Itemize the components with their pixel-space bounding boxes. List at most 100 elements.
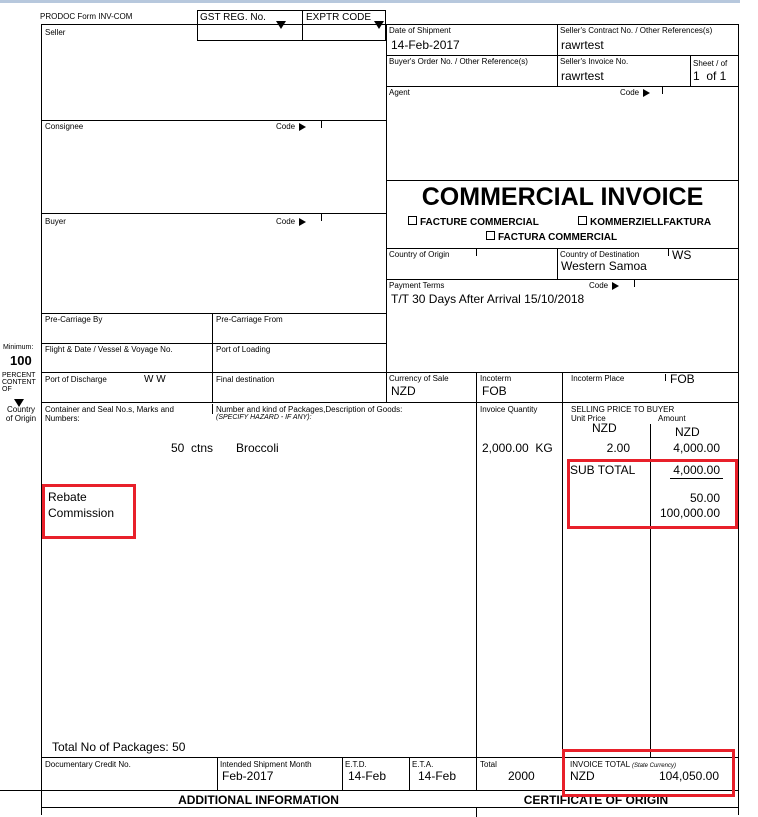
- sellers-invoice-label: Seller's Invoice No.: [560, 57, 629, 66]
- seller-box[interactable]: [41, 24, 387, 121]
- divider: [217, 757, 218, 791]
- line-unit-price: 2.00: [606, 441, 630, 455]
- date-of-shipment-label: Date of Shipment: [389, 26, 451, 35]
- tick: [665, 374, 666, 381]
- intended-month-value: Feb-2017: [222, 769, 274, 783]
- pre-carriage-by-label: Pre-Carriage By: [45, 315, 103, 324]
- highlight-box: [42, 484, 136, 539]
- tick: [662, 87, 663, 94]
- etd-value: 14-Feb: [348, 769, 387, 783]
- unit-currency: NZD: [592, 421, 617, 435]
- rebate-value: 50.00: [689, 491, 720, 505]
- checkbox-icon: [486, 231, 495, 240]
- consignee-box[interactable]: [41, 120, 387, 214]
- amount-currency: NZD: [675, 425, 700, 439]
- divider: [476, 402, 477, 758]
- currency-label: Currency of Sale: [389, 374, 449, 383]
- country-of-destination-code: WS: [672, 248, 692, 262]
- tick: [476, 249, 477, 256]
- country-of-destination-label: Country of Destination: [560, 250, 640, 259]
- divider: [342, 757, 343, 791]
- arrow-icon: [299, 122, 307, 131]
- divider: [41, 807, 739, 808]
- total-value: 2000: [508, 769, 535, 783]
- incoterm-place-value: FOB: [670, 372, 695, 386]
- exptr-code-field[interactable]: [302, 10, 386, 41]
- percent-value: 100: [10, 353, 32, 368]
- doc-credit-label: Documentary Credit No.: [45, 760, 131, 769]
- highlight-box: [567, 459, 738, 529]
- dropdown-icon[interactable]: [374, 16, 384, 34]
- flight-label: Flight & Date / Vessel & Voyage No.: [45, 345, 173, 354]
- goods-box: [41, 402, 739, 758]
- divider: [0, 790, 41, 791]
- agent-label: Agent: [389, 88, 410, 97]
- agent-box[interactable]: [386, 86, 739, 181]
- dropdown-icon[interactable]: [14, 394, 24, 412]
- seller-label: Seller: [45, 28, 66, 37]
- code-label: Code: [276, 122, 307, 131]
- marks-label: Container and Seal No.s, Marks and Numbe…: [45, 405, 174, 423]
- eta-value: 14-Feb: [418, 769, 457, 783]
- final-destination-label: Final destination: [216, 375, 275, 384]
- buyer-label: Buyer: [45, 217, 66, 226]
- top-bar: [0, 0, 740, 3]
- document-title: COMMERCIAL INVOICE: [421, 183, 704, 211]
- sellers-contract-value: rawrtest: [561, 38, 604, 52]
- sellers-contract-label: Seller's Contract No. / Other References…: [560, 26, 713, 35]
- code-label: Code: [620, 88, 651, 97]
- country-of-origin-side-label: Country of Origin: [5, 405, 37, 423]
- country-of-destination-value: Western Samoa: [561, 259, 647, 273]
- buyer-box[interactable]: [41, 213, 387, 314]
- selling-price-label: SELLING PRICE TO BUYER: [571, 405, 675, 414]
- commission-value: 100,000.00: [659, 506, 720, 520]
- eta-label: E.T.A.: [412, 760, 434, 769]
- form-id: PRODOC Form INV-COM: [40, 12, 133, 21]
- line-quantity: 2,000.00 KG: [482, 441, 553, 455]
- total-label: Total: [480, 760, 497, 769]
- payment-terms-value: T/T 30 Days After Arrival 15/10/2018: [391, 292, 585, 306]
- total-packages: Total No of Packages: 50: [52, 740, 186, 754]
- payment-terms-label: Payment Terms: [389, 281, 445, 290]
- code-label: Code: [276, 217, 307, 226]
- currency-value: NZD: [391, 384, 416, 398]
- alt-title-fr: FACTURE COMMERCIAL: [408, 216, 539, 228]
- additional-row: [41, 790, 739, 815]
- consignee-label: Consignee: [45, 122, 84, 131]
- date-of-shipment-value: 14-Feb-2017: [391, 38, 460, 52]
- checkbox-icon: [408, 216, 417, 225]
- tick: [668, 249, 669, 256]
- arrow-icon: [299, 217, 307, 226]
- port-of-discharge-value: W W: [144, 374, 166, 385]
- arrow-icon: [612, 281, 620, 290]
- alt-title-es: FACTURA COMMERCIAL: [486, 231, 617, 243]
- code-label: Code: [589, 281, 620, 290]
- bottom-row: [41, 757, 739, 791]
- hazard-label: (SPECIFY HAZARD - IF ANY):: [216, 414, 312, 421]
- sheet-value: 1 of 1: [693, 69, 727, 83]
- percent-content-label: PERCENT CONTENT OF: [2, 372, 36, 393]
- minimum-label: Minimum:: [3, 344, 34, 351]
- etd-label: E.T.D.: [345, 760, 367, 769]
- country-of-origin-label: Country of Origin: [389, 250, 450, 259]
- port-of-discharge-label: Port of Discharge: [45, 375, 107, 384]
- dropdown-icon[interactable]: [276, 16, 286, 34]
- divider: [476, 807, 477, 817]
- divider: [476, 757, 477, 791]
- divider: [212, 313, 213, 402]
- subtotal-label: SUB TOTAL: [570, 463, 636, 477]
- divider: [409, 757, 410, 791]
- tick: [321, 121, 322, 128]
- subtotal-value: 4,000.00: [673, 463, 720, 477]
- invoice-total-currency: NZD: [570, 769, 595, 783]
- line-amount: 4,000.00: [673, 441, 720, 455]
- tick: [634, 280, 635, 287]
- invoice-total-label: INVOICE TOTAL (State Currency): [570, 760, 676, 769]
- invoice-total-value: 104,050.00: [658, 769, 719, 783]
- alt-title-de: KOMMERZIELLFAKTURA: [578, 216, 711, 228]
- amount-label: Amount: [658, 414, 686, 423]
- exptr-code-label: EXPTR CODE: [306, 12, 372, 23]
- highlight-box: [562, 749, 735, 797]
- buyers-order-label: Buyer's Order No. / Other Reference(s): [389, 57, 528, 66]
- intended-month-label: Intended Shipment Month: [220, 760, 312, 769]
